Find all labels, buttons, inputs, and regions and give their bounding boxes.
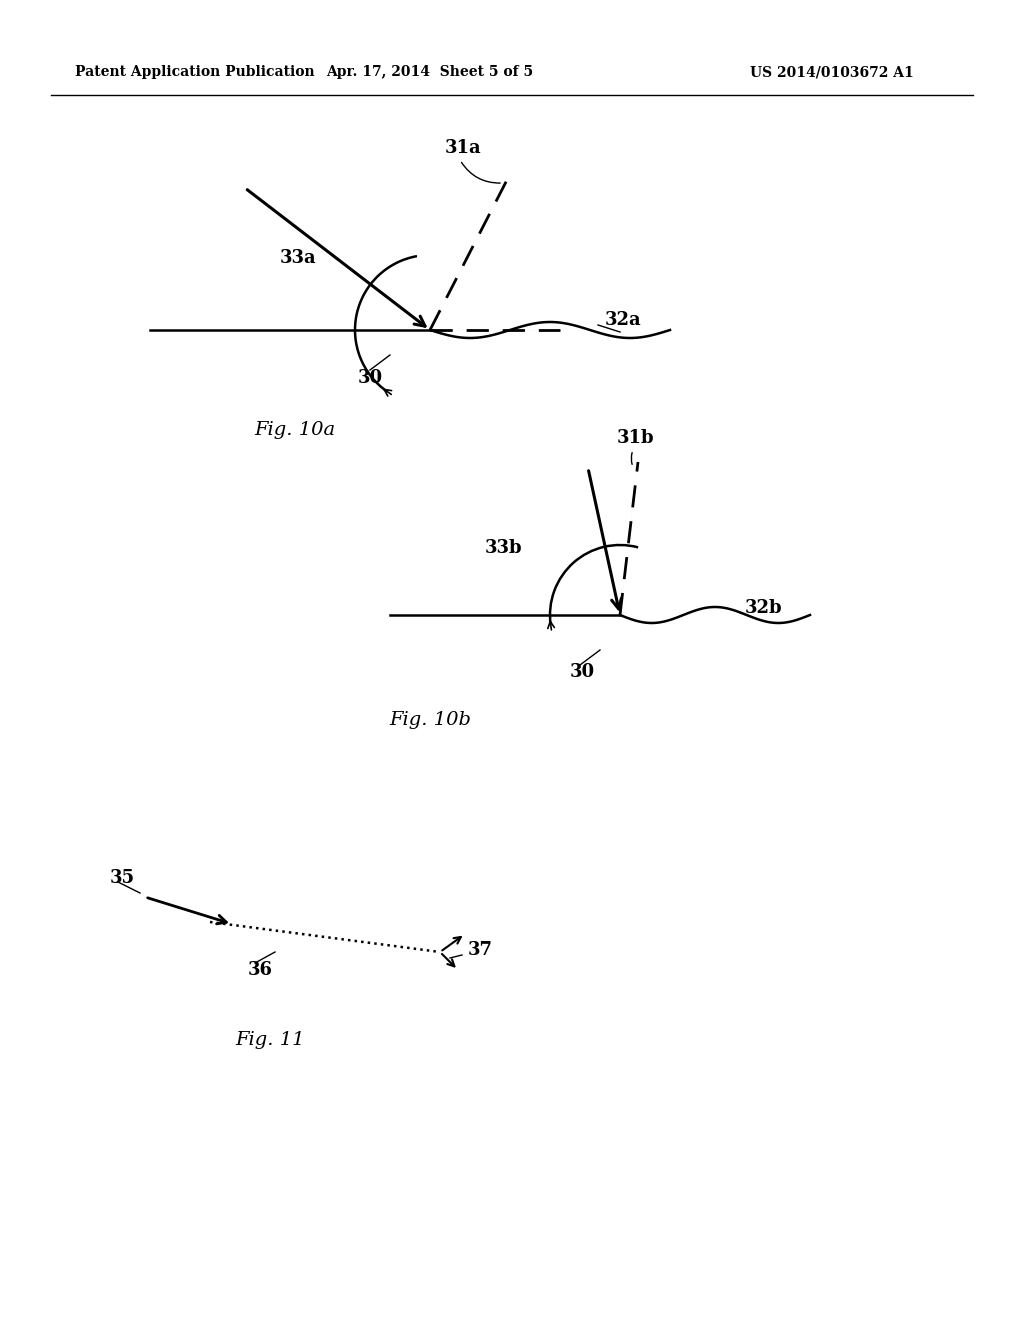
Text: Fig. 10a: Fig. 10a: [254, 421, 336, 440]
Text: 33b: 33b: [485, 539, 522, 557]
Text: 35: 35: [110, 869, 135, 887]
Text: 32a: 32a: [605, 312, 642, 329]
Text: 31a: 31a: [445, 139, 481, 157]
Text: 36: 36: [248, 961, 273, 979]
Text: 32b: 32b: [745, 599, 782, 616]
Text: 37: 37: [468, 941, 493, 960]
Text: Fig. 11: Fig. 11: [236, 1031, 305, 1049]
Text: Fig. 10b: Fig. 10b: [389, 711, 471, 729]
Text: 31b: 31b: [617, 429, 654, 447]
Text: 30: 30: [358, 370, 383, 387]
Text: Apr. 17, 2014  Sheet 5 of 5: Apr. 17, 2014 Sheet 5 of 5: [327, 65, 534, 79]
Text: Patent Application Publication: Patent Application Publication: [75, 65, 314, 79]
Text: 33a: 33a: [280, 249, 316, 267]
Text: 30: 30: [570, 663, 595, 681]
Text: US 2014/0103672 A1: US 2014/0103672 A1: [750, 65, 913, 79]
